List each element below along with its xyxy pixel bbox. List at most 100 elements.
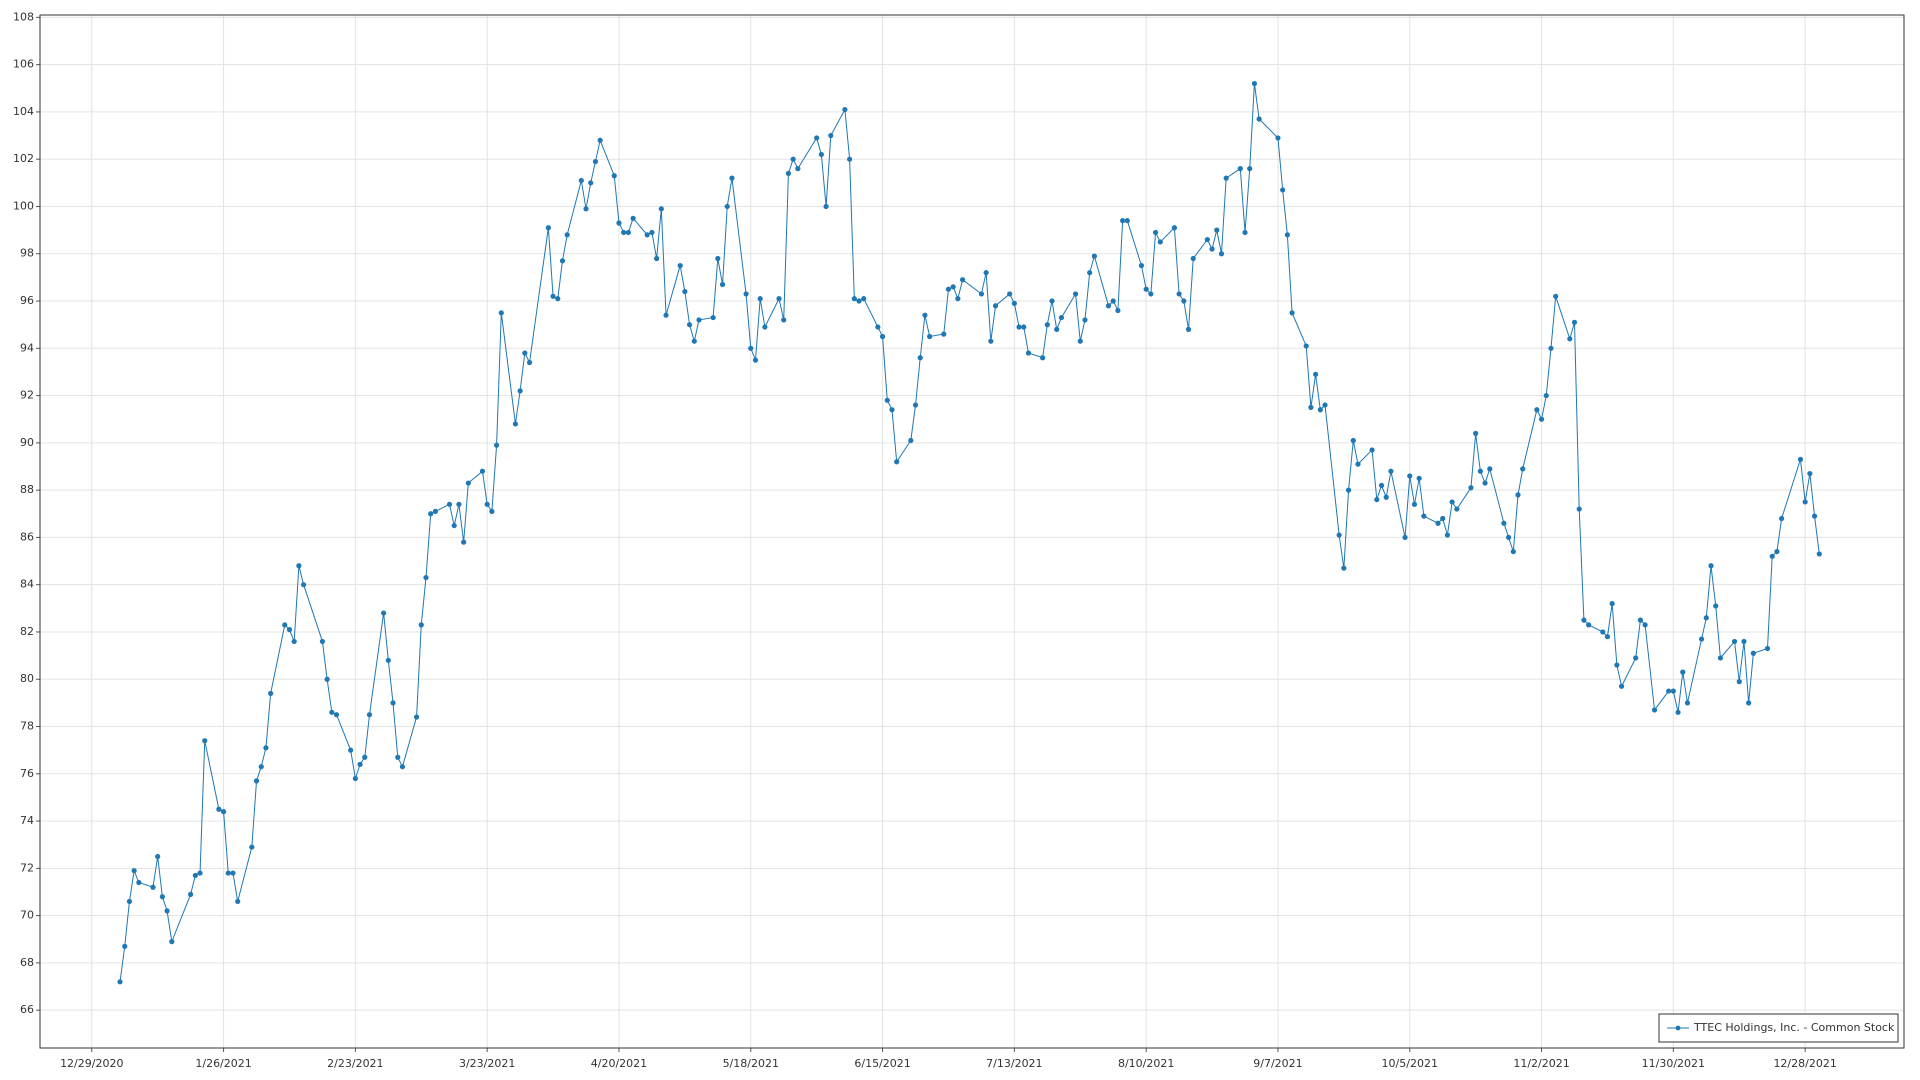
data-point xyxy=(1421,513,1427,519)
data-point xyxy=(1157,239,1163,245)
data-point xyxy=(1336,532,1342,538)
data-point xyxy=(1388,468,1394,474)
data-point xyxy=(1515,492,1521,498)
data-point xyxy=(1251,80,1258,87)
data-point xyxy=(413,714,420,720)
data-point xyxy=(1355,461,1361,467)
data-point xyxy=(489,508,495,515)
legend-label: TTEC Holdings, Inc. - Common Stock xyxy=(1693,1021,1895,1034)
data-point xyxy=(908,437,914,444)
data-point xyxy=(1289,310,1295,316)
data-point xyxy=(696,317,702,323)
data-point xyxy=(1774,548,1780,555)
y-tick-label: 92 xyxy=(20,389,34,402)
data-point xyxy=(743,291,749,297)
y-tick-label: 78 xyxy=(20,720,34,733)
data-point xyxy=(1072,291,1079,297)
y-tick-label: 84 xyxy=(20,578,34,591)
data-point xyxy=(912,402,919,408)
data-point xyxy=(1341,565,1347,571)
y-tick-label: 94 xyxy=(20,341,34,354)
data-point xyxy=(1181,298,1187,304)
data-point xyxy=(1148,291,1154,297)
data-point xyxy=(1600,629,1606,635)
data-point xyxy=(117,979,123,985)
data-point xyxy=(1110,298,1116,304)
data-point xyxy=(1284,232,1290,238)
data-point xyxy=(390,700,396,706)
data-point xyxy=(1308,404,1314,410)
data-point xyxy=(263,745,269,751)
data-point xyxy=(1077,338,1083,344)
data-point xyxy=(1115,307,1121,314)
data-point xyxy=(776,296,782,302)
data-point xyxy=(1713,603,1719,609)
data-point xyxy=(1435,520,1441,526)
data-point xyxy=(917,355,923,361)
data-point xyxy=(197,870,203,876)
data-point xyxy=(583,206,589,212)
data-point xyxy=(253,778,260,784)
data-point xyxy=(1214,227,1220,233)
data-point xyxy=(230,870,236,876)
data-point xyxy=(362,754,368,760)
plot-area xyxy=(40,15,1904,1048)
data-point xyxy=(1087,270,1093,276)
data-point xyxy=(1684,700,1691,706)
data-point xyxy=(258,764,264,770)
x-tick-label: 9/7/2021 xyxy=(1253,1057,1302,1070)
data-point xyxy=(1581,617,1587,623)
y-tick-label: 70 xyxy=(20,909,34,922)
data-point xyxy=(1209,246,1215,252)
data-point xyxy=(333,712,340,718)
data-point xyxy=(1750,650,1756,656)
data-point xyxy=(1567,336,1573,342)
data-point xyxy=(950,284,956,290)
data-point xyxy=(329,709,335,715)
data-point xyxy=(1454,506,1460,512)
data-point xyxy=(861,296,867,302)
data-point xyxy=(1374,496,1380,503)
data-point xyxy=(319,638,326,645)
data-point xyxy=(1553,293,1559,299)
data-point xyxy=(649,229,655,236)
data-point xyxy=(1468,485,1474,491)
data-point xyxy=(785,170,792,176)
plot-frame xyxy=(39,14,1905,1049)
data-point xyxy=(1520,466,1526,472)
data-point xyxy=(1383,494,1389,500)
data-point xyxy=(644,232,650,238)
data-point xyxy=(461,539,467,545)
data-point xyxy=(1487,466,1493,472)
x-tick-label: 11/2/2021 xyxy=(1513,1057,1569,1070)
data-point xyxy=(1416,475,1422,481)
data-point xyxy=(122,943,128,949)
data-point xyxy=(1473,430,1479,437)
data-point xyxy=(578,177,584,184)
data-point xyxy=(1477,468,1483,474)
data-point xyxy=(616,220,622,226)
data-point xyxy=(927,333,933,340)
data-point xyxy=(1185,326,1192,332)
data-point xyxy=(762,324,768,330)
data-point xyxy=(955,296,961,302)
data-point xyxy=(691,338,697,344)
data-point xyxy=(550,293,556,299)
data-point xyxy=(945,286,952,292)
data-point xyxy=(592,158,599,165)
data-point xyxy=(512,421,519,427)
data-point xyxy=(715,255,721,262)
data-point xyxy=(545,225,551,231)
data-point xyxy=(828,132,834,139)
data-point xyxy=(1256,116,1262,122)
data-point xyxy=(418,622,424,628)
data-point xyxy=(159,894,165,900)
data-point xyxy=(169,939,175,945)
data-point xyxy=(1717,655,1724,661)
data-point xyxy=(710,314,716,321)
data-point xyxy=(1708,563,1714,569)
data-point xyxy=(1082,317,1088,323)
data-point xyxy=(1807,470,1813,477)
data-point xyxy=(1816,551,1822,557)
